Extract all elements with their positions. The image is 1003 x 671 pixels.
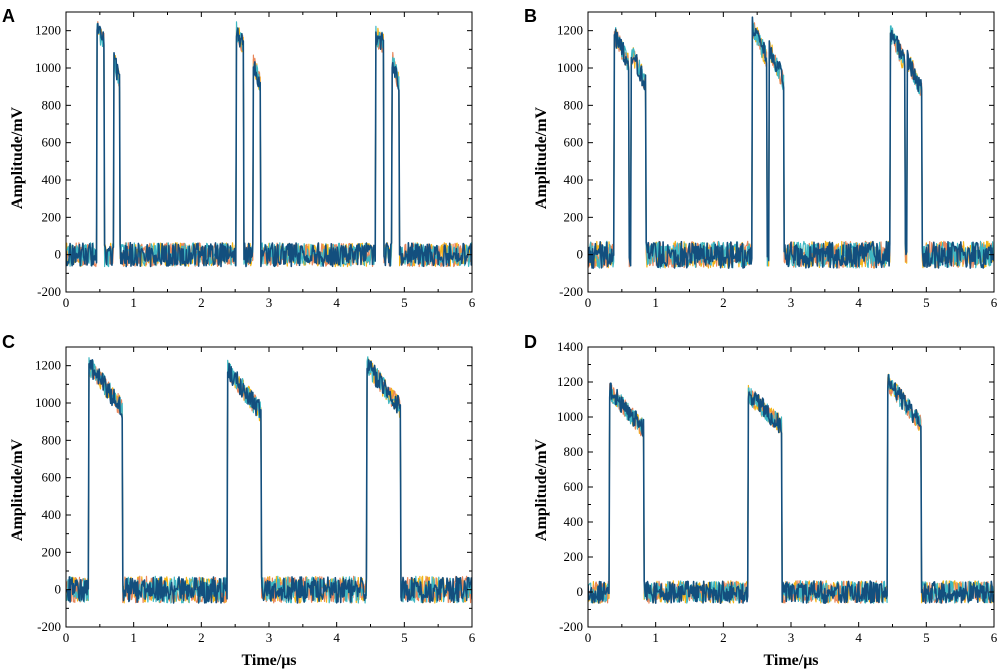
y-tick-label: 600 <box>564 135 584 150</box>
y-axis-label-b: Amplitude/mV <box>533 106 550 209</box>
y-tick-label: 1000 <box>35 395 61 410</box>
series-line-1 <box>66 358 472 604</box>
y-tick-label: 600 <box>564 479 584 494</box>
y-tick-label: 1400 <box>557 339 583 354</box>
x-tick-label: 6 <box>991 630 998 645</box>
panel-b: B Amplitude/mV 0 1 2 3 4 5 6-20002004006008001… <box>524 6 998 310</box>
x-tick-label: 5 <box>923 295 930 310</box>
series-line-2 <box>66 359 472 604</box>
x-tick-label: 0 <box>585 295 592 310</box>
y-tick-label: 0 <box>55 582 62 597</box>
series-line-3 <box>66 21 472 268</box>
x-tick-label: 4 <box>855 630 862 645</box>
x-tick-label: 3 <box>788 630 795 645</box>
series-line-3 <box>588 374 994 604</box>
y-axis-label-c: Amplitude/mV <box>9 438 26 541</box>
panel-d: D Amplitude/mV 0 1 2 3 4 5 6-20002004006008001… <box>524 332 998 669</box>
y-tick-label: 600 <box>42 470 62 485</box>
y-tick-label: 200 <box>564 209 584 224</box>
y-tick-label: 200 <box>42 209 62 224</box>
y-tick-label: 400 <box>564 514 584 529</box>
panel-a: A Amplitude/mV 0 1 2 3 4 5 6-20002004006008001… <box>2 6 476 310</box>
y-tick-label: -200 <box>559 284 583 299</box>
x-tick-label: 3 <box>788 295 795 310</box>
x-tick-label: 3 <box>266 295 273 310</box>
x-tick-label: 0 <box>63 295 70 310</box>
x-tick-label: 6 <box>469 630 476 645</box>
y-tick-label: 200 <box>42 544 62 559</box>
y-tick-label: 0 <box>577 584 584 599</box>
y-axis-label-a: Amplitude/mV <box>9 106 26 209</box>
series-line-3 <box>66 356 472 604</box>
x-tick-label: 5 <box>401 630 408 645</box>
x-tick-label: 4 <box>333 295 340 310</box>
x-tick-label: 1 <box>130 295 137 310</box>
series-line-2 <box>588 380 994 604</box>
series-line-1 <box>66 27 472 268</box>
x-tick-label: 2 <box>198 630 205 645</box>
x-tick-label: 2 <box>720 295 727 310</box>
x-tick-label: 4 <box>333 630 340 645</box>
y-tick-label: 1200 <box>35 358 61 373</box>
series-line-1 <box>588 26 994 269</box>
x-tick-label: 2 <box>720 630 727 645</box>
y-tick-label: 1000 <box>35 60 61 75</box>
series-line-4 <box>66 22 472 268</box>
y-axis-label-d: Amplitude/mV <box>533 438 550 541</box>
x-tick-label: 4 <box>855 295 862 310</box>
x-tick-label: 0 <box>585 630 592 645</box>
y-tick-label: 600 <box>42 135 62 150</box>
x-axis-label-c: Time/μs <box>242 652 297 669</box>
x-tick-label: 1 <box>652 630 659 645</box>
x-tick-label: 1 <box>130 630 137 645</box>
series-line-4 <box>588 16 994 269</box>
y-tick-label: 1200 <box>557 23 583 38</box>
x-tick-label: 1 <box>652 295 659 310</box>
series-line-1 <box>588 373 994 604</box>
y-tick-label: 1000 <box>557 60 583 75</box>
panel-letter-d: D <box>524 332 537 352</box>
panel-letter-c: C <box>2 332 15 352</box>
x-tick-label: 2 <box>198 295 205 310</box>
y-tick-label: -200 <box>559 619 583 634</box>
series-line-4 <box>588 374 994 604</box>
y-tick-label: 800 <box>564 97 584 112</box>
series-line-2 <box>66 21 472 268</box>
y-tick-label: 1200 <box>557 374 583 389</box>
x-tick-label: 5 <box>401 295 408 310</box>
y-tick-label: 800 <box>42 432 62 447</box>
y-tick-label: 0 <box>577 247 584 262</box>
x-tick-label: 0 <box>63 630 70 645</box>
y-tick-label: 200 <box>564 549 584 564</box>
y-tick-label: 1200 <box>35 23 61 38</box>
y-tick-label: 0 <box>55 247 62 262</box>
y-tick-label: 800 <box>42 97 62 112</box>
y-tick-label: -200 <box>37 284 61 299</box>
series-line-2 <box>588 22 994 269</box>
y-tick-label: -200 <box>37 619 61 634</box>
x-tick-label: 6 <box>991 295 998 310</box>
panel-letter-b: B <box>524 6 537 26</box>
series-line-4 <box>66 359 472 604</box>
x-tick-label: 3 <box>266 630 273 645</box>
series-line-3 <box>588 19 994 269</box>
x-axis-label-d: Time/μs <box>764 652 819 669</box>
y-tick-label: 800 <box>564 444 584 459</box>
y-tick-label: 400 <box>42 507 62 522</box>
panel-letter-a: A <box>2 6 15 26</box>
x-tick-label: 5 <box>923 630 930 645</box>
y-tick-label: 1000 <box>557 409 583 424</box>
panel-c: C Amplitude/mV 0 1 2 3 4 5 6-20002004006008001… <box>2 332 476 669</box>
y-tick-label: 400 <box>564 172 584 187</box>
x-tick-label: 6 <box>469 295 476 310</box>
y-tick-label: 400 <box>42 172 62 187</box>
